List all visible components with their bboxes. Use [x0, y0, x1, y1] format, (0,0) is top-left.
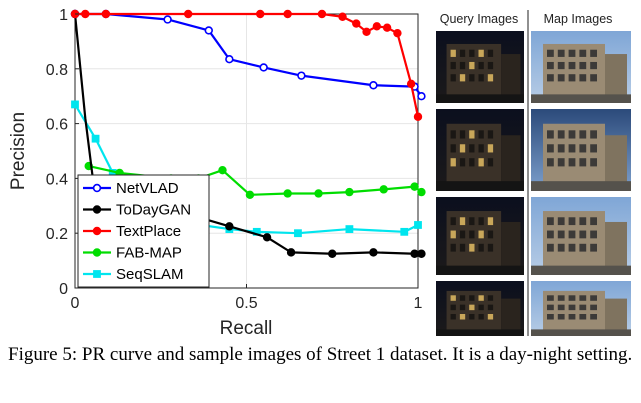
map-image	[531, 281, 631, 336]
legend-label: TextPlace	[116, 223, 181, 240]
y-tick-label: 0.2	[46, 226, 68, 243]
todaygan-point	[225, 222, 234, 231]
map-images-title: Map Images	[544, 12, 613, 26]
fab-map-point	[245, 190, 255, 200]
x-tick-label: 1	[414, 295, 423, 312]
netvlad-point	[369, 81, 378, 90]
y-tick-label: 0.8	[46, 62, 68, 79]
netvlad-point	[417, 91, 426, 101]
x-tick-label: 0.5	[235, 295, 257, 312]
y-tick-label: 0.6	[46, 117, 68, 134]
netvlad-point	[204, 26, 213, 35]
series-todaygan	[70, 9, 426, 258]
textplace-point	[81, 9, 90, 19]
x-axis-ticks: 0 0.5 1	[71, 284, 423, 312]
todaygan-line	[73, 13, 422, 255]
map-image	[531, 197, 631, 275]
netvlad-line	[75, 12, 423, 97]
legend-item-seqslam: SeqSLAM	[83, 266, 184, 283]
seqslam-point	[414, 221, 422, 229]
textplace-point	[362, 27, 371, 37]
textplace-point	[382, 23, 392, 32]
seqslam-point	[294, 229, 302, 238]
fab-map-point	[314, 189, 323, 198]
legend-item-textplace: TextPlace	[83, 223, 181, 240]
netvlad-point	[225, 55, 234, 64]
textplace-point	[393, 28, 402, 38]
todaygan-point	[369, 248, 378, 257]
y-axis-label: Precision	[8, 112, 29, 190]
textplace-point	[183, 9, 193, 19]
query-image	[436, 281, 524, 336]
query-images-title: Query Images	[440, 12, 519, 26]
todaygan-point	[262, 233, 272, 242]
caption-label: Figure 5:	[8, 344, 78, 365]
legend-swatch-marker	[92, 205, 102, 214]
legend-swatch-marker	[92, 226, 102, 236]
legend-label: SeqSLAM	[116, 266, 184, 283]
netvlad-point	[259, 63, 268, 72]
textplace-point	[352, 19, 361, 28]
legend-label: ToDayGAN	[116, 202, 191, 219]
legend-item-todaygan: ToDayGAN	[83, 202, 191, 219]
y-tick-label: 0	[59, 281, 68, 298]
legend: NetVLAD ToDayGAN TextPlace FAB-MAP SeqSLAM	[77, 174, 210, 288]
netvlad-point	[163, 15, 172, 24]
todaygan-point	[328, 249, 337, 258]
query-image	[436, 31, 524, 103]
seqslam-point	[71, 100, 79, 109]
sample-image-panel: Query Images Map Images	[436, 10, 631, 336]
todaygan-point	[410, 249, 419, 258]
textplace-point	[256, 9, 265, 19]
query-image	[436, 197, 524, 275]
fab-map-point	[218, 165, 227, 175]
seqslam-point	[400, 227, 409, 236]
legend-label: NetVLAD	[116, 180, 179, 197]
fab-map-point	[283, 189, 292, 198]
textplace-point	[101, 9, 111, 19]
textplace-point	[413, 112, 423, 121]
fab-map-point	[379, 185, 388, 194]
netvlad-point	[297, 71, 306, 80]
legend-swatch-marker	[92, 183, 102, 193]
map-image	[531, 31, 631, 103]
todaygan-point	[286, 248, 296, 257]
textplace-point	[406, 79, 416, 89]
y-tick-label: 1	[59, 7, 68, 24]
y-axis-ticks: 0 0.2 0.4 0.6 0.8 1	[46, 7, 79, 298]
textplace-point	[283, 9, 292, 19]
figure-caption: Figure 5: PR curve and sample images of …	[8, 341, 633, 368]
series-textplace	[70, 9, 423, 121]
textplace-point	[372, 22, 382, 31]
seqslam-point	[345, 225, 354, 233]
legend-swatch-marker	[93, 270, 101, 278]
legend-swatch-marker	[92, 248, 102, 257]
seqslam-point	[91, 134, 100, 143]
y-tick-label: 0.4	[46, 171, 68, 188]
fab-map-point	[410, 182, 419, 191]
query-image	[436, 109, 524, 191]
caption-text: PR curve and sample images of Street 1 d…	[81, 344, 633, 365]
fab-map-point	[417, 187, 426, 197]
x-tick-label: 0	[71, 295, 80, 312]
textplace-point	[317, 9, 327, 19]
textplace-point	[338, 12, 347, 21]
fab-map-point	[345, 187, 354, 197]
map-image	[531, 109, 631, 191]
legend-item-fab-map: FAB-MAP	[83, 245, 182, 262]
legend-label: FAB-MAP	[116, 245, 182, 262]
x-axis-label: Recall	[220, 318, 273, 339]
todaygan-point	[417, 249, 426, 258]
legend-item-netvlad: NetVLAD	[83, 180, 179, 197]
